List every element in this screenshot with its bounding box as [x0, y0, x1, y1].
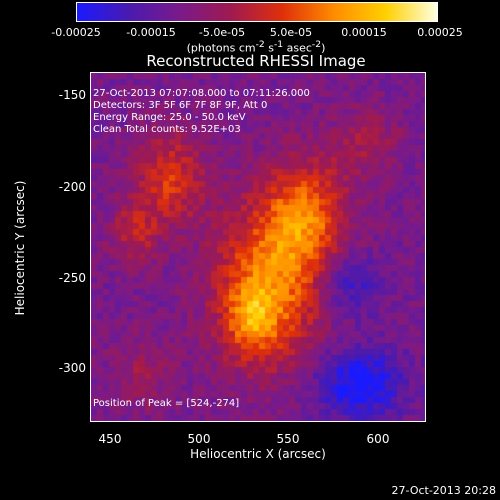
x-tick-label: 450 — [98, 432, 122, 446]
annotation-time-range: 27-Oct-2013 07:07:08.000 to 07:11:26.000 — [93, 88, 310, 99]
x-axis-label: Heliocentric X (arcsec) — [190, 447, 326, 461]
colorbar-tick-label: 0.00015 — [341, 26, 387, 39]
y-tick-label: -150 — [58, 88, 86, 102]
annotation-clean: Clean Total counts: 9.52E+03 — [93, 124, 241, 135]
colorbar-tick-label: -0.00025 — [51, 26, 101, 39]
timestamp: 27-Oct-2013 20:28 — [391, 484, 496, 497]
y-axis-label: Heliocentric Y (arcsec) — [13, 180, 27, 316]
x-tick-label: 500 — [187, 432, 211, 446]
colorbar-tick-label: -0.00015 — [126, 26, 176, 39]
x-tick-label: 550 — [276, 432, 300, 446]
colorbar — [76, 2, 438, 22]
annotation-peak: Position of Peak = [524,-274] — [93, 398, 240, 409]
annotation-detectors: Detectors: 3F 5F 6F 7F 8F 9F, Att 0 — [93, 100, 268, 111]
annotation-energy: Energy Range: 25.0 - 50.0 keV — [93, 112, 246, 123]
y-tick-label: -200 — [58, 180, 86, 194]
heatmap-image — [91, 73, 425, 421]
x-tick-label: 600 — [366, 432, 390, 446]
colorbar-tick-label: 0.00025 — [417, 26, 463, 39]
chart-title: Reconstructed RHESSI Image — [146, 52, 366, 70]
y-tick-label: -250 — [58, 271, 86, 285]
colorbar-tick-label: 5.0e-05 — [269, 26, 313, 39]
colorbar-units: (photons cm-2 s-1 asec-2) — [186, 39, 326, 55]
plot-area — [90, 72, 426, 422]
y-tick-label: -300 — [58, 361, 86, 375]
colorbar-tick-label: -5.0e-05 — [198, 26, 246, 39]
